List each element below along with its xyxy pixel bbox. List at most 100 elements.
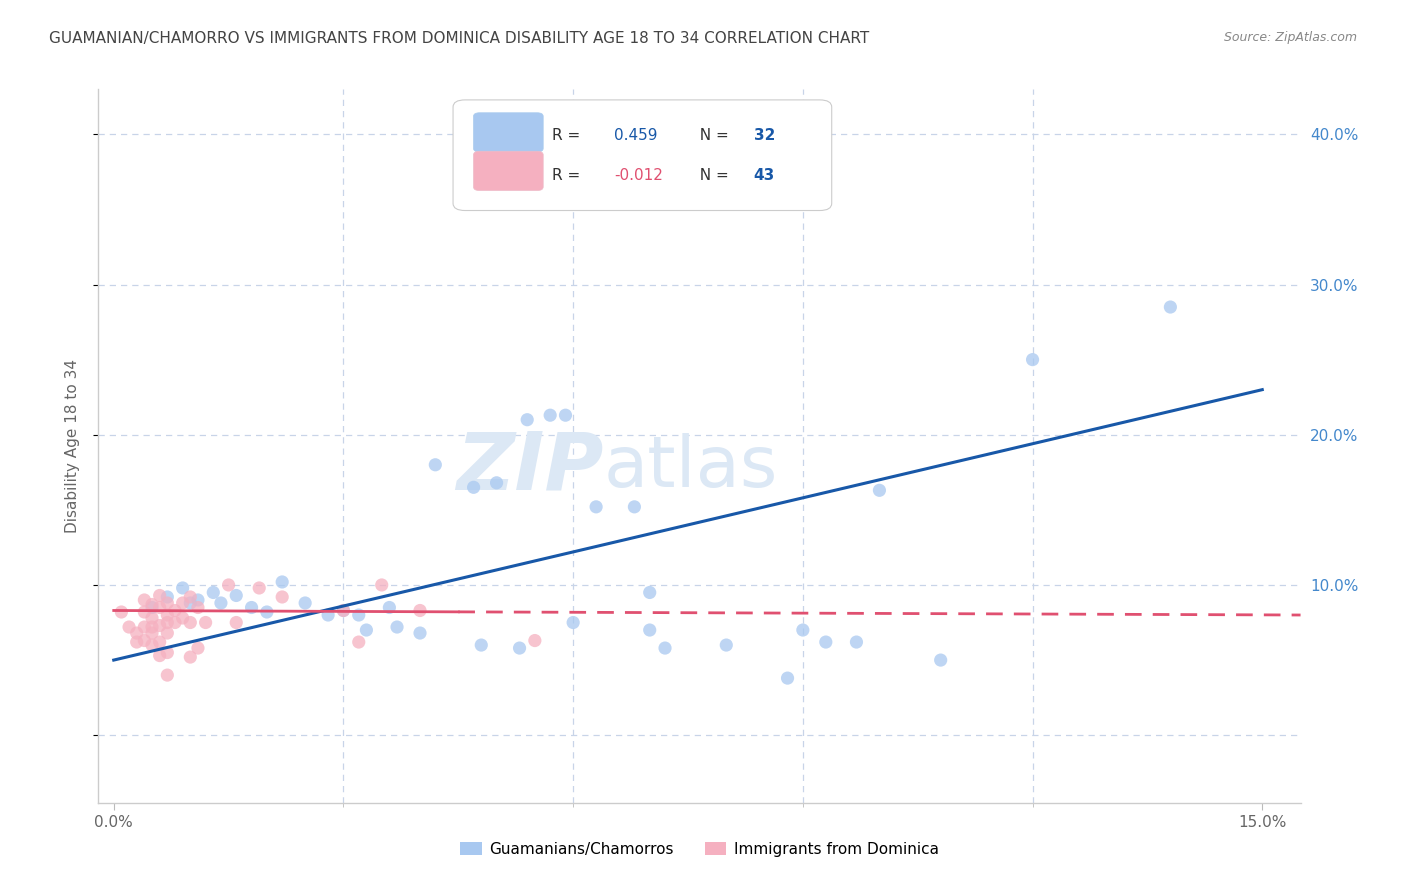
- Point: [125, 626, 148, 640]
- Point: [409, 626, 432, 640]
- Point: [378, 600, 401, 615]
- Point: [179, 596, 201, 610]
- FancyBboxPatch shape: [474, 152, 543, 191]
- Point: [247, 581, 270, 595]
- Point: [149, 648, 172, 663]
- Point: [172, 581, 194, 595]
- Point: [516, 413, 538, 427]
- Point: [179, 590, 201, 604]
- Point: [585, 500, 607, 514]
- Legend: Guamanians/Chamorros, Immigrants from Dominica: Guamanians/Chamorros, Immigrants from Do…: [454, 836, 945, 863]
- Point: [356, 623, 378, 637]
- Point: [868, 483, 890, 498]
- Point: [172, 611, 194, 625]
- Point: [118, 620, 141, 634]
- Point: [332, 603, 354, 617]
- Point: [271, 574, 294, 589]
- Point: [792, 623, 814, 637]
- Point: [845, 635, 868, 649]
- FancyBboxPatch shape: [474, 112, 543, 152]
- Point: [141, 638, 163, 652]
- Point: [385, 620, 408, 634]
- Point: [523, 633, 546, 648]
- Text: atlas: atlas: [603, 433, 778, 502]
- Point: [149, 589, 172, 603]
- Point: [1159, 300, 1181, 314]
- Point: [316, 607, 339, 622]
- Point: [218, 578, 240, 592]
- Text: 43: 43: [754, 168, 775, 183]
- Text: Source: ZipAtlas.com: Source: ZipAtlas.com: [1223, 31, 1357, 45]
- Y-axis label: Disability Age 18 to 34: Disability Age 18 to 34: [65, 359, 80, 533]
- Point: [202, 585, 225, 599]
- Text: 32: 32: [754, 128, 775, 144]
- Point: [347, 607, 370, 622]
- Point: [332, 603, 354, 617]
- Point: [172, 596, 194, 610]
- Point: [256, 605, 278, 619]
- Point: [485, 475, 508, 490]
- Point: [134, 633, 156, 648]
- Point: [141, 611, 163, 625]
- Point: [562, 615, 585, 630]
- Point: [271, 590, 294, 604]
- Point: [463, 480, 485, 494]
- Point: [156, 615, 179, 630]
- Text: N =: N =: [690, 168, 734, 183]
- Point: [134, 593, 156, 607]
- Point: [370, 578, 392, 592]
- Point: [156, 596, 179, 610]
- Point: [149, 618, 172, 632]
- Point: [240, 600, 263, 615]
- Point: [716, 638, 738, 652]
- Point: [470, 638, 492, 652]
- Point: [807, 165, 830, 179]
- Point: [156, 646, 179, 660]
- Point: [125, 635, 148, 649]
- Point: [187, 600, 209, 615]
- FancyBboxPatch shape: [453, 100, 832, 211]
- Point: [538, 408, 561, 422]
- Point: [134, 605, 156, 619]
- Point: [638, 623, 661, 637]
- Point: [623, 500, 645, 514]
- Point: [141, 598, 163, 612]
- Text: -0.012: -0.012: [614, 168, 664, 183]
- Point: [1021, 352, 1043, 367]
- Point: [179, 615, 201, 630]
- Point: [554, 408, 576, 422]
- Point: [179, 650, 201, 665]
- Point: [225, 589, 247, 603]
- Point: [209, 596, 232, 610]
- Point: [156, 590, 179, 604]
- Point: [929, 653, 952, 667]
- Point: [141, 626, 163, 640]
- Point: [194, 615, 217, 630]
- Text: 0.459: 0.459: [614, 128, 658, 144]
- Point: [163, 615, 186, 630]
- Text: N =: N =: [690, 128, 734, 144]
- Point: [156, 607, 179, 622]
- Point: [409, 603, 432, 617]
- Point: [225, 615, 247, 630]
- Point: [776, 671, 799, 685]
- Point: [156, 668, 179, 682]
- Point: [509, 641, 531, 656]
- Point: [187, 641, 209, 656]
- Point: [638, 585, 661, 599]
- Point: [156, 626, 179, 640]
- Text: GUAMANIAN/CHAMORRO VS IMMIGRANTS FROM DOMINICA DISABILITY AGE 18 TO 34 CORRELATI: GUAMANIAN/CHAMORRO VS IMMIGRANTS FROM DO…: [49, 31, 869, 46]
- Point: [149, 635, 172, 649]
- Text: R =: R =: [551, 128, 585, 144]
- Point: [149, 600, 172, 615]
- Point: [425, 458, 447, 472]
- Point: [294, 596, 316, 610]
- Point: [187, 593, 209, 607]
- Point: [110, 605, 132, 619]
- Point: [163, 603, 186, 617]
- Point: [141, 620, 163, 634]
- Text: R =: R =: [551, 168, 585, 183]
- Point: [347, 635, 370, 649]
- Point: [134, 620, 156, 634]
- Text: ZIP: ZIP: [456, 428, 603, 507]
